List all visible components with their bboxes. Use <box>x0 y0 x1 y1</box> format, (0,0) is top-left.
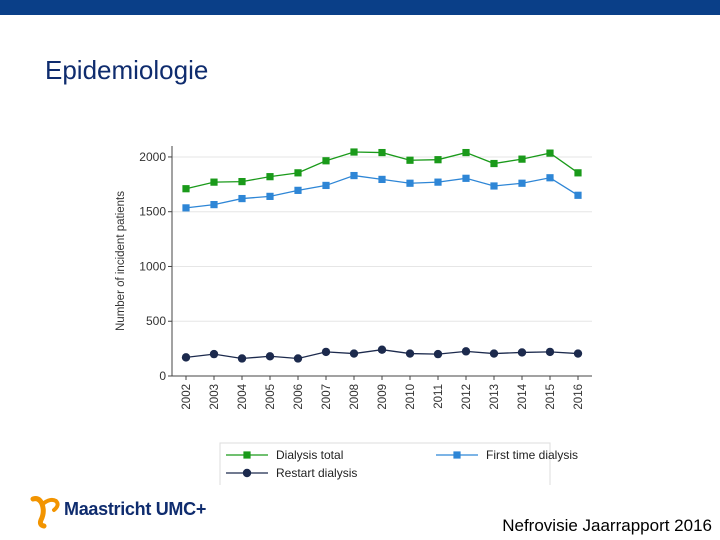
x-tick-label: 2007 <box>321 384 333 410</box>
data-point-restart-dialysis <box>433 349 443 359</box>
data-point-first-time-dialysis <box>378 175 386 184</box>
data-point-dialysis-total <box>518 155 526 163</box>
data-point-dialysis-total <box>378 148 386 157</box>
y-tick-label: 1500 <box>139 205 166 219</box>
y-tick-label: 2000 <box>139 150 166 164</box>
legend-label-restart-dialysis: Restart dialysis <box>276 466 357 480</box>
data-point-restart-dialysis <box>405 349 415 358</box>
data-point-dialysis-total <box>210 178 218 186</box>
data-point-restart-dialysis <box>545 347 555 357</box>
data-point-first-time-dialysis <box>182 204 190 212</box>
data-point-dialysis-total <box>294 169 302 177</box>
data-point-dialysis-total <box>238 177 246 186</box>
data-point-restart-dialysis <box>517 348 527 357</box>
data-point-dialysis-total <box>490 159 498 168</box>
x-tick-label: 2015 <box>545 384 557 410</box>
data-point-restart-dialysis <box>489 349 499 358</box>
data-point-dialysis-total <box>322 157 330 165</box>
data-point-dialysis-total <box>350 148 358 156</box>
data-point-dialysis-total <box>266 173 274 181</box>
data-point-first-time-dialysis <box>294 186 302 194</box>
data-point-first-time-dialysis <box>434 178 442 186</box>
data-point-restart-dialysis <box>573 349 583 358</box>
data-point-dialysis-total <box>574 169 582 177</box>
legend-marker-dialysis-total <box>243 451 251 459</box>
data-point-restart-dialysis <box>461 347 471 356</box>
x-tick-label: 2014 <box>517 383 529 409</box>
top-bar <box>0 0 720 15</box>
data-point-first-time-dialysis <box>350 171 358 180</box>
x-tick-label: 2003 <box>209 384 221 410</box>
y-tick-label: 0 <box>159 369 166 383</box>
x-tick-label: 2008 <box>349 384 361 410</box>
x-tick-label: 2005 <box>265 384 277 410</box>
data-point-dialysis-total <box>182 185 190 193</box>
legend-box <box>219 442 551 485</box>
data-point-dialysis-total <box>462 148 470 157</box>
data-point-first-time-dialysis <box>210 200 218 209</box>
data-point-first-time-dialysis <box>238 194 246 203</box>
legend-label-dialysis-total: Dialysis total <box>276 448 343 462</box>
x-tick-label: 2004 <box>237 383 249 409</box>
data-point-dialysis-total <box>434 156 442 164</box>
data-point-restart-dialysis <box>209 349 219 359</box>
data-point-restart-dialysis <box>377 345 387 354</box>
x-tick-label: 2010 <box>405 384 417 410</box>
data-point-first-time-dialysis <box>546 174 554 182</box>
legend-marker-restart-dialysis <box>242 468 252 478</box>
x-tick-label: 2011 <box>433 384 445 409</box>
x-tick-label: 2009 <box>377 384 389 410</box>
x-tick-label: 2012 <box>461 384 473 410</box>
data-point-restart-dialysis <box>293 354 303 363</box>
logo-icon <box>30 496 60 529</box>
y-tick-label: 500 <box>146 314 166 328</box>
data-point-first-time-dialysis <box>322 181 330 190</box>
data-point-restart-dialysis <box>265 352 275 361</box>
data-point-first-time-dialysis <box>266 192 274 200</box>
data-point-dialysis-total <box>546 149 554 157</box>
slide-title: Epidemiologie <box>45 55 209 85</box>
maastricht-umc-logo: Maastricht UMC+ <box>30 495 220 529</box>
x-tick-label: 2002 <box>181 384 193 410</box>
data-point-first-time-dialysis <box>406 179 414 187</box>
x-tick-label: 2013 <box>489 384 501 410</box>
logo-text: Maastricht UMC+ <box>64 499 207 519</box>
data-point-first-time-dialysis <box>518 179 526 187</box>
x-tick-label: 2016 <box>573 384 585 410</box>
data-point-first-time-dialysis <box>462 174 470 182</box>
data-point-restart-dialysis <box>321 347 331 357</box>
legend-marker-first-time-dialysis <box>453 451 461 459</box>
data-point-dialysis-total <box>406 156 414 164</box>
data-point-first-time-dialysis <box>490 182 498 190</box>
footer-text: Nefrovisie Jaarrapport 2016 <box>502 516 712 535</box>
incident-patients-chart: 0 500 1000 1500 2000 Number of incident patie… <box>115 146 592 485</box>
legend-label-first-time-dialysis: First time dialysis <box>486 448 578 462</box>
x-tick-label: 2006 <box>293 384 305 410</box>
y-axis-label: Number of incident patients <box>115 191 127 331</box>
data-point-restart-dialysis <box>349 349 359 358</box>
data-point-restart-dialysis <box>181 353 191 362</box>
data-point-first-time-dialysis <box>574 191 582 199</box>
y-tick-label: 1000 <box>139 259 166 273</box>
data-point-restart-dialysis <box>237 354 247 363</box>
